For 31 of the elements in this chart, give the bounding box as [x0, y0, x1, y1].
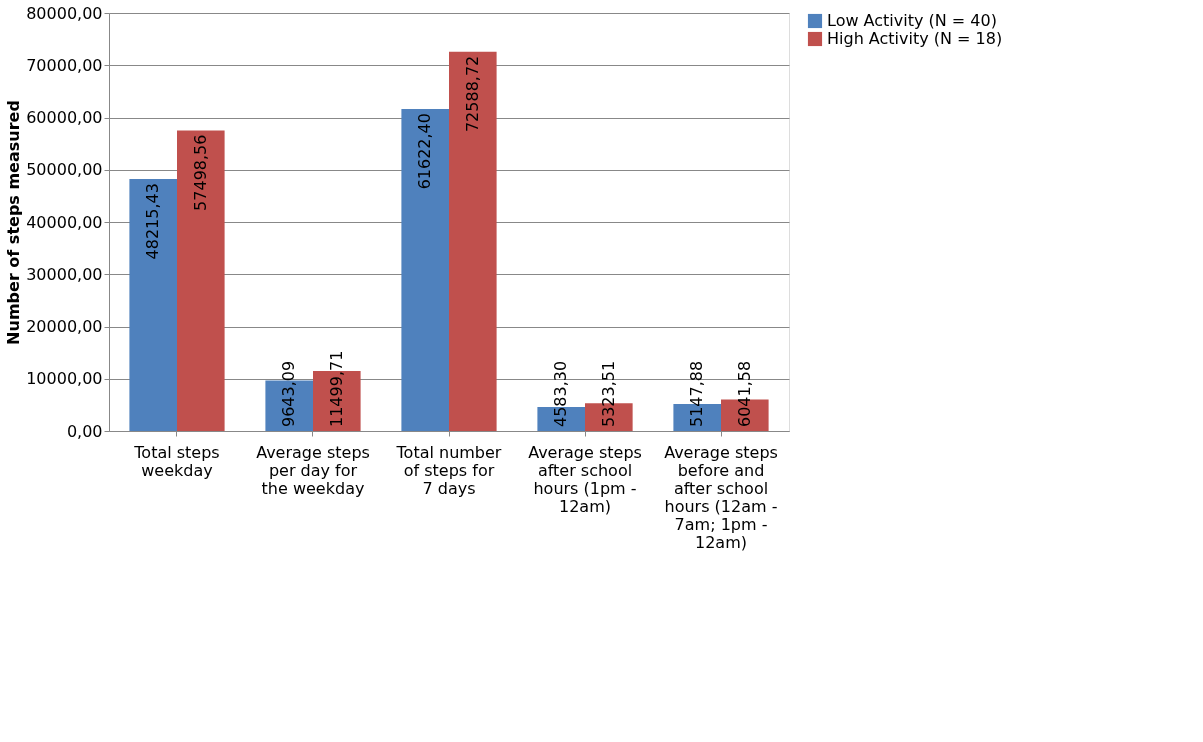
y-tick-label: 0,00 — [66, 421, 103, 441]
legend-label: Low Activity (N = 40) — [827, 11, 997, 30]
data-label: 61622,40 — [415, 113, 435, 190]
data-label: 48215,43 — [143, 183, 163, 260]
y-tick-label: 60000,00 — [26, 108, 103, 127]
y-tick-label: 20000,00 — [26, 317, 103, 336]
y-tick-label: 40000,00 — [26, 212, 103, 232]
y-tick-label: 80000,00 — [26, 3, 103, 23]
bar — [401, 109, 449, 431]
data-label: 5323,51 — [598, 360, 618, 427]
data-label: 11499,71 — [326, 350, 346, 427]
data-label: 4583,30 — [551, 360, 571, 427]
bar — [449, 51, 497, 431]
data-label: 6041,58 — [734, 360, 754, 427]
bar — [177, 130, 225, 431]
x-tick-label: Total steps weekday — [133, 442, 220, 480]
data-label: 9643,09 — [279, 360, 299, 427]
y-axis-title: Number of steps measured — [4, 100, 24, 345]
x-tick-label: Average steps per day for the weekday — [256, 442, 370, 498]
data-label: 72588,72 — [462, 55, 482, 133]
y-tick-label: 70000,00 — [26, 55, 103, 75]
x-tick-label: Average steps after school hours (1pm - 12am) — [528, 442, 642, 516]
bar — [129, 179, 177, 431]
x-tick-label: Total number of steps for 7 days — [395, 442, 502, 498]
y-tick-label: 10000,00 — [26, 369, 103, 389]
y-tick-label: 50000,00 — [26, 160, 103, 180]
y-tick-label: 30000,00 — [26, 264, 103, 284]
data-label: 57498,56 — [190, 134, 210, 211]
legend-label: High Activity (N = 18) — [827, 29, 1003, 48]
x-tick-label: Average steps before and after school hours (12am - 7am; 1pm - 12am) — [664, 442, 778, 552]
data-label: 5147,88 — [687, 360, 707, 427]
